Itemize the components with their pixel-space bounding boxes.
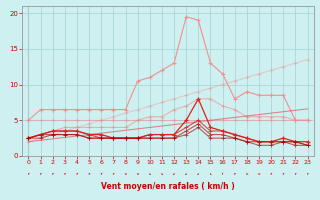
X-axis label: Vent moyen/en rafales ( km/h ): Vent moyen/en rafales ( km/h ) bbox=[101, 182, 235, 191]
